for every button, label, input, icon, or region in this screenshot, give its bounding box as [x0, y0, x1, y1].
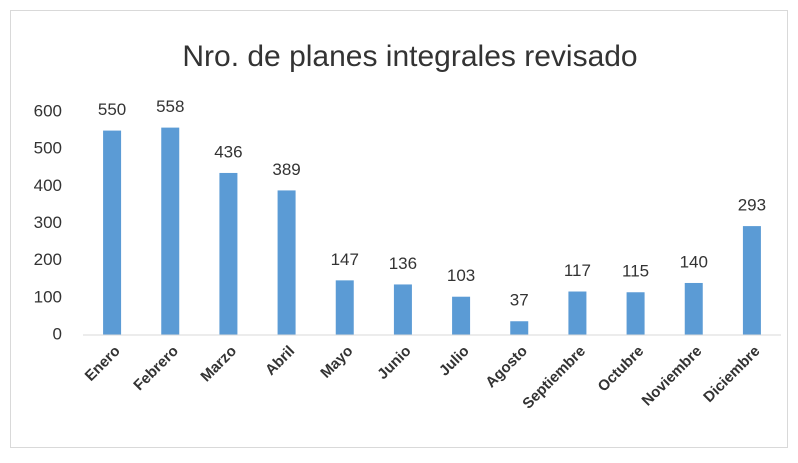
data-label: 389 [272, 160, 300, 179]
bar [277, 190, 296, 335]
y-tick-label: 400 [34, 176, 62, 195]
bar [742, 226, 761, 335]
data-label: 147 [331, 250, 359, 269]
bar [510, 321, 529, 335]
y-tick-label: 600 [34, 101, 62, 120]
data-label: 558 [156, 97, 184, 116]
chart-border [10, 10, 788, 448]
data-label: 136 [389, 254, 417, 273]
data-label: 293 [738, 196, 766, 215]
data-label: 436 [214, 142, 242, 161]
bar [219, 172, 238, 335]
chart-title: Nro. de planes integrales revisado [182, 40, 637, 73]
bar [568, 291, 587, 335]
bar [684, 282, 703, 335]
data-label: 103 [447, 266, 475, 285]
y-tick-label: 200 [34, 250, 62, 269]
data-label: 115 [622, 262, 649, 281]
y-tick-label: 300 [34, 213, 62, 232]
data-label: 550 [98, 100, 126, 119]
y-tick-label: 500 [34, 139, 62, 158]
data-label: 140 [680, 252, 708, 271]
y-tick-label: 100 [34, 287, 62, 306]
bar [103, 130, 122, 335]
bar [335, 280, 354, 335]
bar [161, 127, 180, 335]
bar [626, 292, 645, 335]
data-label: 117 [564, 261, 591, 280]
bar [393, 284, 412, 335]
y-tick-label: 0 [53, 324, 62, 343]
data-label: 37 [510, 291, 529, 310]
bar [452, 296, 471, 335]
